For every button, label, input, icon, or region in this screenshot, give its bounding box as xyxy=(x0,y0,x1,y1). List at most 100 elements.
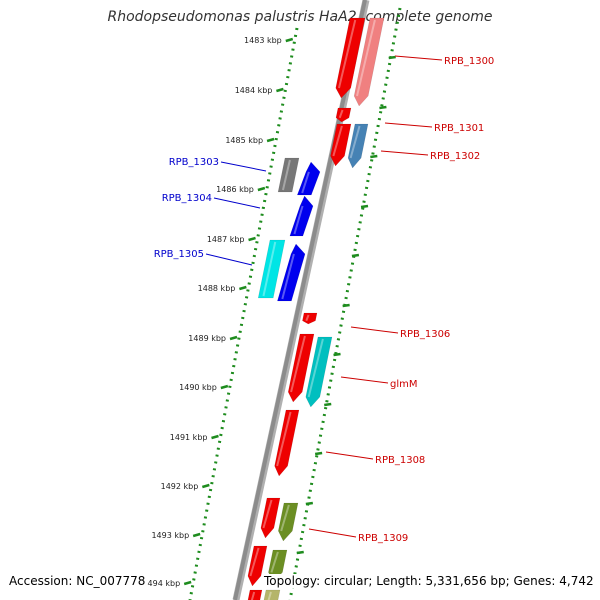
kbp-tick-label: 1494 kbp xyxy=(142,579,180,588)
gene-label-connector xyxy=(220,161,267,172)
gene-glmm-cds[interactable] xyxy=(287,333,315,403)
gene-rpb-1303-cds[interactable] xyxy=(296,161,321,196)
kbp-tick-mark xyxy=(266,137,275,143)
gene-rpb-1309-cds[interactable] xyxy=(260,497,281,539)
gene-unlabeled-cds-highlight xyxy=(249,547,260,577)
kbp-tick-label: 1490 kbp xyxy=(179,383,217,392)
accession-label: Accession: NC_007778 xyxy=(9,574,148,588)
kbp-tick-mark xyxy=(257,186,266,192)
gene-label-connector xyxy=(213,197,261,209)
gene-unlabeled-highlight xyxy=(270,551,279,573)
kbp-tick-label: 1492 kbp xyxy=(161,482,199,491)
outer-tick-mark xyxy=(360,204,369,209)
gene-label[interactable]: RPB_1308 xyxy=(375,455,425,466)
gene-rpb-1300-cds-highlight xyxy=(338,19,357,89)
topology-label: Topology: circular; Length: 5,331,656 bp… xyxy=(262,574,594,588)
gene-label[interactable]: RPB_1302 xyxy=(430,151,480,162)
gene-label-connector xyxy=(350,326,399,334)
gene-rpb-1302-cds-highlight xyxy=(332,125,343,157)
outer-tick-mark xyxy=(379,105,387,110)
outer-tick-mark xyxy=(296,550,304,555)
gene-rpb-1300[interactable] xyxy=(353,17,385,107)
gene-glmm[interactable] xyxy=(305,336,333,408)
gene-rpb-1302[interactable] xyxy=(347,123,369,169)
gene-glmm-highlight xyxy=(307,338,324,398)
outer-tick-mark xyxy=(342,303,350,308)
gene-rpb-1309[interactable] xyxy=(278,502,299,542)
gene-rpb-1301-cds-highlight xyxy=(338,109,344,119)
gene-label-connector xyxy=(340,376,389,384)
gene-label-connector xyxy=(394,55,443,61)
outer-tick-mark xyxy=(388,55,396,60)
inner-dotted-ring xyxy=(188,27,299,600)
kbp-tick-mark xyxy=(201,483,210,489)
gene-rpb-1304-cds[interactable] xyxy=(289,195,314,237)
gene-rpb-1302-cds[interactable] xyxy=(330,123,352,167)
gene-label[interactable]: RPB_1305 xyxy=(154,249,204,260)
gene-label-connector xyxy=(308,528,357,538)
gene-label-connector xyxy=(384,122,433,128)
gene-rpb-1303[interactable] xyxy=(277,157,300,193)
outer-tick-mark xyxy=(351,253,360,258)
kbp-tick-mark xyxy=(183,580,192,586)
gene-unlabeled-cds-2[interactable] xyxy=(247,589,263,600)
kbp-tick-mark xyxy=(276,87,284,93)
outer-tick-mark xyxy=(324,402,332,407)
gene-label[interactable]: glmM xyxy=(390,379,418,390)
outer-tick-mark xyxy=(305,501,314,506)
gene-label[interactable]: RPB_1301 xyxy=(434,123,484,134)
gene-rpb-1305-highlight xyxy=(262,241,277,297)
gene-label-connector xyxy=(380,150,429,156)
gene-label[interactable]: RPB_1304 xyxy=(162,193,212,204)
gene-unlabeled-2[interactable] xyxy=(263,589,281,600)
kbp-tick-label: 1484 kbp xyxy=(235,86,273,95)
kbp-tick-mark xyxy=(220,384,229,390)
gene-rpb-1305-cds[interactable] xyxy=(277,243,306,302)
kbp-tick-label: 1485 kbp xyxy=(225,136,263,145)
gene-label[interactable]: RPB_1306 xyxy=(400,329,450,340)
kbp-tick-label: 1486 kbp xyxy=(216,185,254,194)
gene-unlabeled-2-highlight xyxy=(267,591,272,600)
genome-backbone xyxy=(233,0,367,600)
gene-unlabeled-cds-2-highlight xyxy=(250,591,256,600)
genome-title: Rhodopseudomonas palustris HaA2, complet… xyxy=(107,9,493,25)
gene-rpb-1305[interactable] xyxy=(257,239,286,299)
gene-rpb-1303-highlight xyxy=(282,159,291,191)
gene-rpb-1304-cds-highlight xyxy=(293,205,304,235)
gene-rpb-1306-cds[interactable] xyxy=(302,312,318,325)
gene-label-connector xyxy=(325,451,374,460)
kbp-tick-mark xyxy=(211,434,219,440)
kbp-tick-mark xyxy=(239,285,247,291)
gene-rpb-1300-highlight xyxy=(356,19,376,97)
kbp-tick-label: 1487 kbp xyxy=(207,235,245,244)
kbp-tick-label: 1491 kbp xyxy=(170,433,208,442)
kbp-tick-mark xyxy=(229,335,238,341)
kbp-tick-mark xyxy=(285,37,294,43)
outer-tick-mark xyxy=(333,352,341,357)
gene-rpb-1308-cds[interactable] xyxy=(274,409,300,477)
gene-rpb-1300-cds[interactable] xyxy=(335,17,366,99)
gene-rpb-1306-cds-highlight xyxy=(305,314,310,322)
gene-label[interactable]: RPB_1300 xyxy=(444,56,494,67)
gene-rpb-1309-cds-highlight xyxy=(262,499,273,529)
gene-unlabeled-cds[interactable] xyxy=(247,545,268,587)
kbp-tick-mark xyxy=(248,236,256,242)
kbp-tick-label: 1488 kbp xyxy=(198,284,236,293)
outer-tick-mark xyxy=(370,154,378,159)
outer-dotted-ring xyxy=(288,7,402,600)
gene-rpb-1309-highlight xyxy=(280,504,290,532)
gene-label[interactable]: RPB_1303 xyxy=(169,157,219,168)
gene-rpb-1302-highlight xyxy=(349,125,361,159)
gene-rpb-1305-cds-highlight xyxy=(281,253,295,300)
gene-label[interactable]: RPB_1309 xyxy=(358,533,408,544)
kbp-tick-label: 1493 kbp xyxy=(151,531,189,540)
gene-rpb-1308-cds-highlight xyxy=(276,411,292,467)
gene-rpb-1301-cds[interactable] xyxy=(335,107,352,123)
gene-rpb-1303-cds-highlight xyxy=(301,171,310,194)
outer-tick-mark xyxy=(314,451,323,456)
gene-glmm-cds-highlight xyxy=(290,335,306,393)
kbp-tick-label: 1489 kbp xyxy=(188,334,226,343)
gene-label-connector xyxy=(205,253,253,266)
kbp-tick-mark xyxy=(192,532,201,538)
